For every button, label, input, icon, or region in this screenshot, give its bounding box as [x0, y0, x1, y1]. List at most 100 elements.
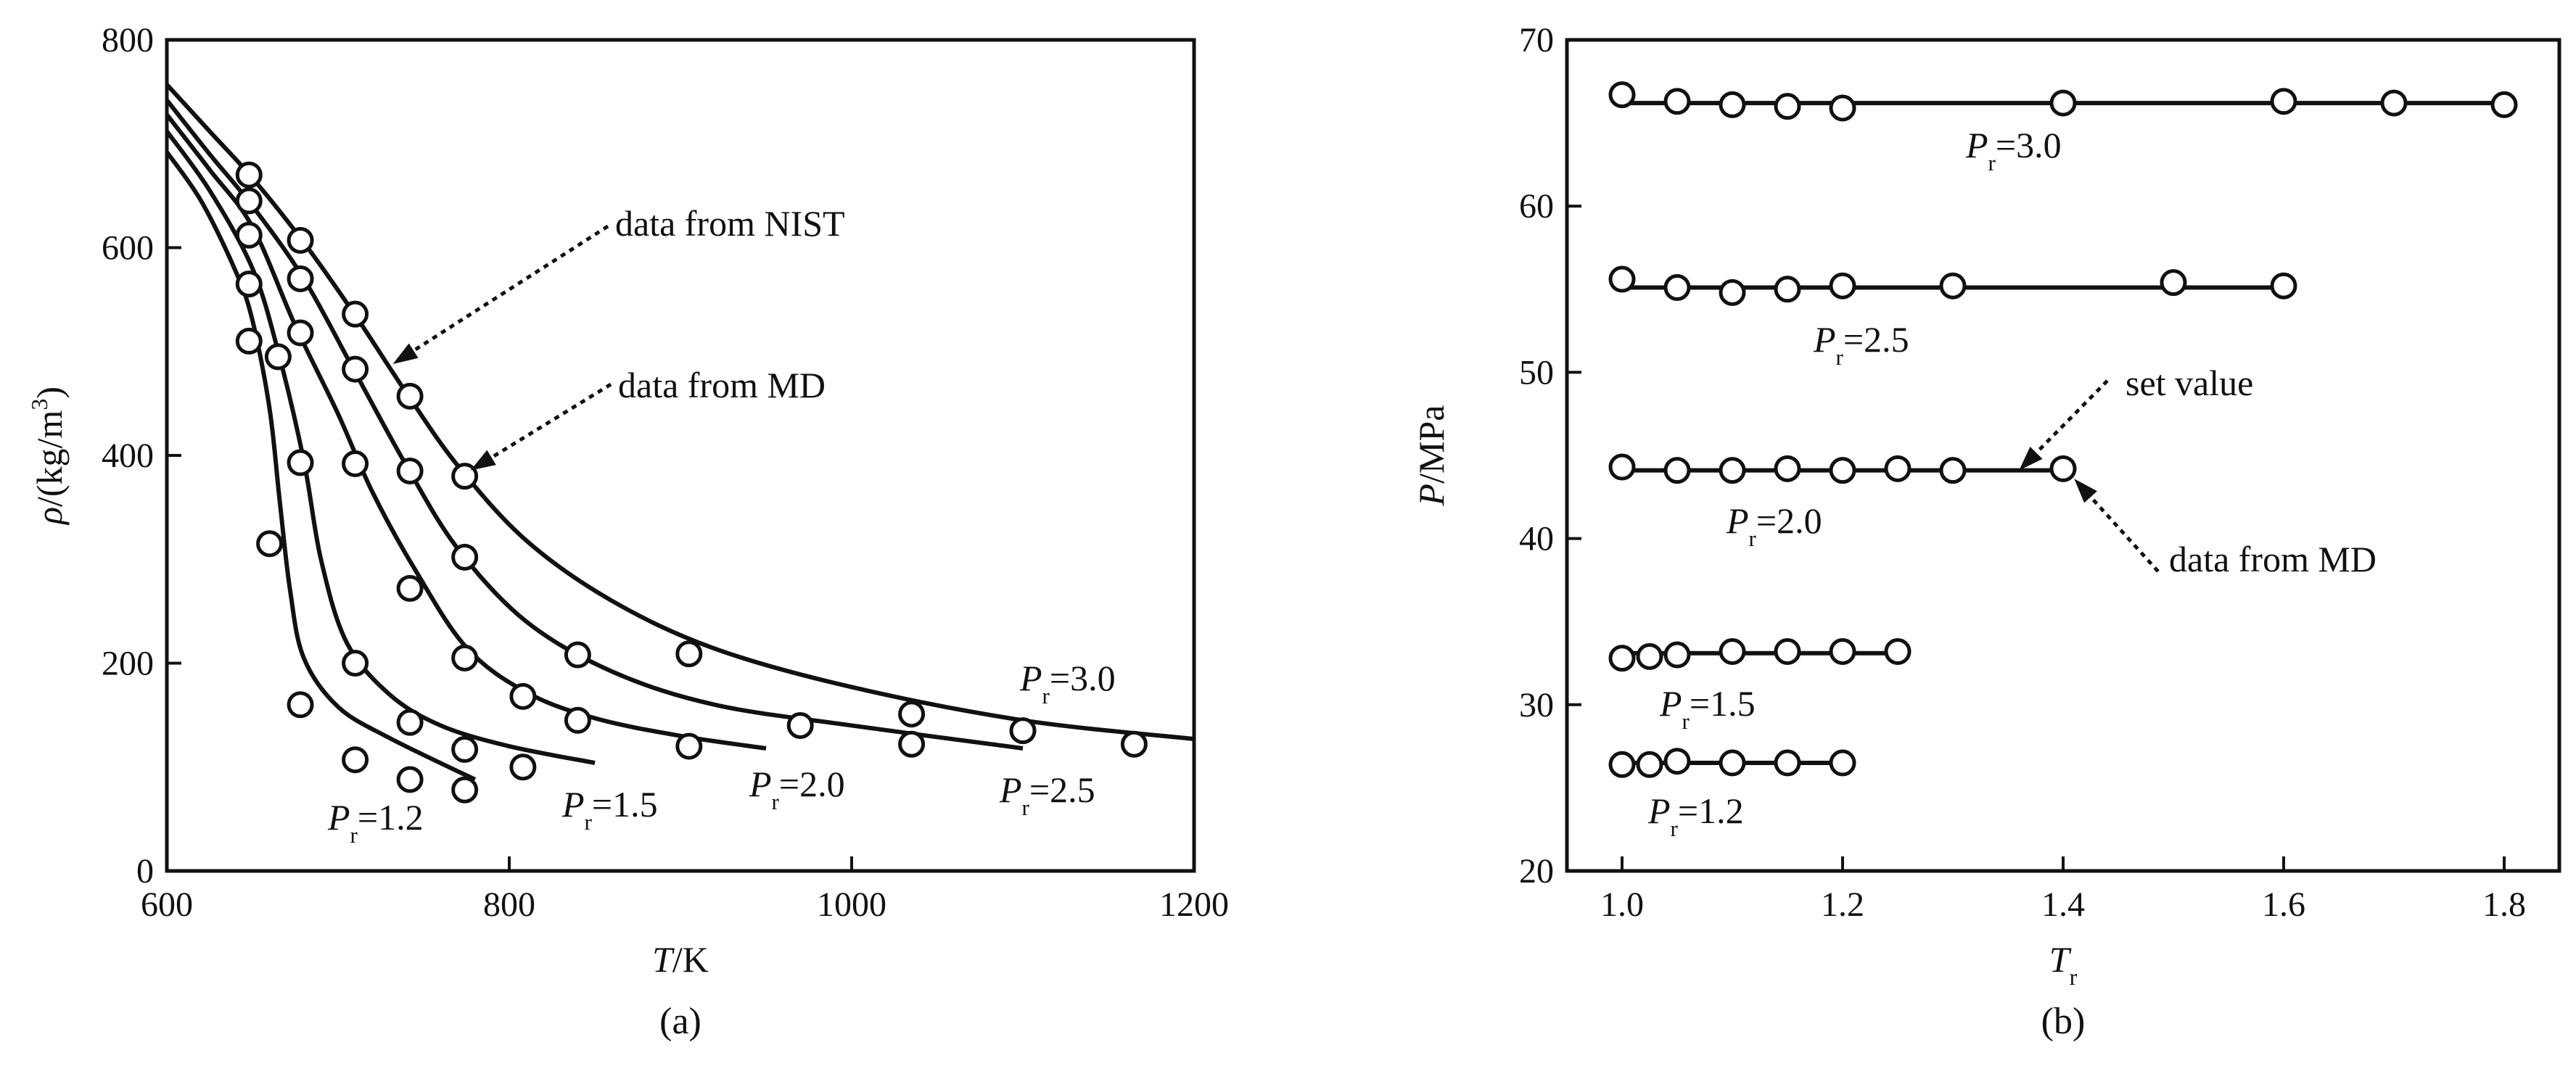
panel-b-series-p-r-1-5-data-point: [1663, 641, 1691, 669]
panel-b-series-p-r-3-0-data-point: [2380, 89, 2408, 117]
panel-a-series-p-r-3-0-data-point: [287, 226, 314, 254]
panel-b-series-p-r-2-0-data-point: [2049, 455, 2077, 482]
panel-a-series-p-r-3-0-data-point: [675, 640, 703, 668]
panel-a-series-p-r-1-2-label: Pr=1.2: [327, 797, 424, 848]
panel-b-series-p-r-3-0-data-point: [2049, 89, 2077, 117]
panel-b-series-p-r-1-5-data-point: [1884, 637, 1912, 665]
panel-b-series-p-r-1-2-data-point: [1719, 749, 1746, 777]
panel-a-series-p-r-1-2-data-point: [287, 691, 314, 719]
panel-a-y-tick-label: 400: [102, 437, 154, 475]
panel-a-y-tick-label: 200: [102, 645, 154, 683]
panel-b-ticks: 1.0 1.2 1.4 1.6 1.8 20 30 40 50 60 70: [1519, 21, 2526, 924]
panel-b-annotation-data-from-md: data from MD: [2169, 539, 2377, 579]
panel-a-series-p-r-1-2-data-point: [451, 776, 479, 803]
panel-b-annotation-arrow-set-value: [2019, 379, 2109, 471]
panel-b-series-p-r-2-0-data-point: [1884, 455, 1912, 482]
panel-b-y-tick-label: 30: [1519, 686, 1554, 724]
panel-b-series-p-r-2-5-label: Pr=2.5: [1813, 319, 1909, 370]
panel-b-x-tick-label: 1.8: [2482, 885, 2526, 924]
panel-b-caption: (b): [2041, 1001, 2086, 1042]
panel-a-series-p-r-2-0-label: Pr=2.0: [749, 764, 845, 814]
panel-b-series-p-r-1-5-data-point: [1829, 637, 1856, 665]
panel-b-series-p-r-1-2-data-point: [1608, 751, 1636, 778]
panel-b-x-tick-label: 1.2: [1821, 885, 1864, 924]
panel-a-x-axis-label: T/K: [652, 939, 709, 980]
panel-a-series-p-r-3-0-label: Pr=3.0: [1019, 658, 1116, 708]
panel-b-set-value-lines: [1622, 101, 2504, 766]
panel-a-annotation-data-from-md: data from MD: [618, 365, 826, 405]
panel-b-series-p-r-1-2-data-point: [1663, 748, 1691, 775]
panel-a-series-p-r-2-5-data-point: [451, 543, 479, 571]
panel-a-series-p-r-1-5-label: Pr=1.5: [561, 784, 658, 835]
panel-a-series-p-r-2-5-data-point: [235, 187, 263, 215]
panel-a-series-labels: Pr=1.2 Pr=1.5 Pr=2.0 Pr=2.5 Pr=3.0: [327, 658, 1116, 848]
panel-b-y-tick-label: 50: [1519, 353, 1554, 392]
panel-a-x-tick-label: 1000: [817, 885, 886, 924]
panel-b-x-tick-label: 1.4: [2041, 885, 2085, 924]
panel-a-annotation-data-from-nist: data from NIST: [615, 203, 845, 244]
panel-b-pressure-vs-reduced-temperature: 1.0 1.2 1.4 1.6 1.8 20 30 40 50 60 70 Pr=3.0 Pr=2.5…: [1411, 21, 2561, 1042]
panel-a-annotation-arrow-data-from-md-head: [470, 450, 496, 471]
panel-a-y-axis-label: ρ/(kg/m3): [26, 387, 70, 526]
panel-a-series-p-r-2-0-data-point: [396, 574, 424, 602]
panel-b-points: [1608, 81, 2518, 778]
panel-b-annotations: set value data from MD: [2019, 363, 2377, 579]
panel-a-series-p-r-2-5-data-point: [287, 265, 314, 292]
panel-a-series-p-r-2-0-data-point: [509, 682, 537, 710]
panel-a-series-p-r-2-5-data-point: [898, 730, 926, 758]
panel-a-y-tick-label: 800: [102, 21, 154, 59]
panel-b-series-p-r-1-5-data-point: [1719, 637, 1746, 665]
panel-b-series-p-r-1-5-data-point: [1608, 645, 1636, 672]
panel-b-y-tick-label: 70: [1519, 21, 1554, 59]
panel-a-series-p-r-1-5-data-point: [264, 343, 292, 371]
panel-b-series-p-r-2-5-data-point: [1774, 276, 1801, 303]
panel-a-series-p-r-2-0-data-point: [235, 221, 263, 249]
panel-b-series-p-r-3-0-data-point: [1829, 94, 1856, 122]
panel-b-series-p-r-2-0-data-point: [1829, 457, 1856, 484]
panel-b-x-axis-label: Tr: [2049, 939, 2078, 990]
panel-b-series-p-r-1-2-data-point: [1774, 749, 1801, 777]
panel-b-y-tick-label: 60: [1519, 187, 1554, 226]
panel-b-series-p-r-2-5-data-point: [1829, 272, 1856, 299]
panel-a-series-p-r-1-5-curve: [165, 130, 596, 765]
panel-a-series-p-r-2-5-label: Pr=2.5: [999, 769, 1095, 820]
panel-a-points: [235, 161, 1148, 803]
panel-a-series-p-r-1-5-data-point: [235, 270, 263, 298]
panel-b-series-p-r-3-0-data-point: [1663, 88, 1691, 115]
panel-b-annotation-arrow-set-value-head: [2019, 446, 2043, 471]
panel-b-y-tick-label: 20: [1519, 852, 1554, 891]
panel-b-annotation-arrow-set-value-shaft: [2035, 379, 2109, 455]
panel-a-series-p-r-1-2-data-point: [235, 327, 263, 355]
panel-a-series-p-r-2-0-data-point: [342, 450, 369, 477]
panel-a-annotation-arrow-data-from-md: [470, 382, 612, 471]
panel-a-y-tick-label: 600: [102, 229, 154, 268]
panel-b-series-p-r-1-5-data-point: [1636, 643, 1663, 670]
panel-b-series-p-r-3-0-data-point: [2270, 88, 2297, 115]
panel-a-series-p-r-3-0-curve: [165, 83, 1195, 742]
panel-b-series-p-r-2-5-data-point: [2160, 269, 2187, 297]
panel-a-series-p-r-3-0-data-point: [898, 701, 926, 728]
panel-b-series-p-r-1-2-data-point: [1829, 749, 1856, 777]
panel-a-series-p-r-2-5-data-point: [786, 711, 814, 739]
panel-b-x-tick-label: 1.6: [2262, 885, 2305, 924]
panel-a-series-p-r-2-5-data-point: [396, 457, 424, 484]
panel-a-annotation-arrow-data-from-nist: [392, 224, 609, 364]
panel-b-series-labels: Pr=3.0 Pr=2.5 Pr=2.0 Pr=1.5 Pr=1.2: [1647, 125, 2062, 841]
panel-a-series-p-r-2-5-data-point: [564, 641, 591, 669]
panel-a-series-p-r-3-0-data-point: [396, 382, 424, 410]
panel-a-series-p-r-1-5-data-point: [342, 650, 369, 677]
panel-a-series-p-r-1-2-curve: [165, 150, 477, 782]
panel-b-series-p-r-3-0-data-point: [1774, 93, 1801, 120]
panel-b-series-p-r-2-5-data-point: [2270, 272, 2297, 299]
panel-b-y-tick-label: 40: [1519, 520, 1554, 558]
panel-a-x-tick-label: 600: [141, 885, 193, 924]
panel-a-series-p-r-1-5-data-point: [451, 735, 479, 763]
panel-b-series-p-r-2-0-data-point: [1663, 457, 1691, 484]
panel-a-series-p-r-3-0-data-point: [1009, 717, 1037, 745]
panel-a-density-vs-temperature: 600 800 1000 1200 0 200 400 600 800 Pr=1.2 Pr=1.5…: [26, 21, 1229, 1042]
panel-a-series-p-r-1-2-data-point: [256, 530, 284, 558]
panel-b-series-p-r-3-0-data-point: [2490, 91, 2518, 118]
panel-a-series-p-r-2-0-data-point: [287, 319, 314, 347]
panel-b-annotation-set-value: set value: [2126, 363, 2253, 403]
